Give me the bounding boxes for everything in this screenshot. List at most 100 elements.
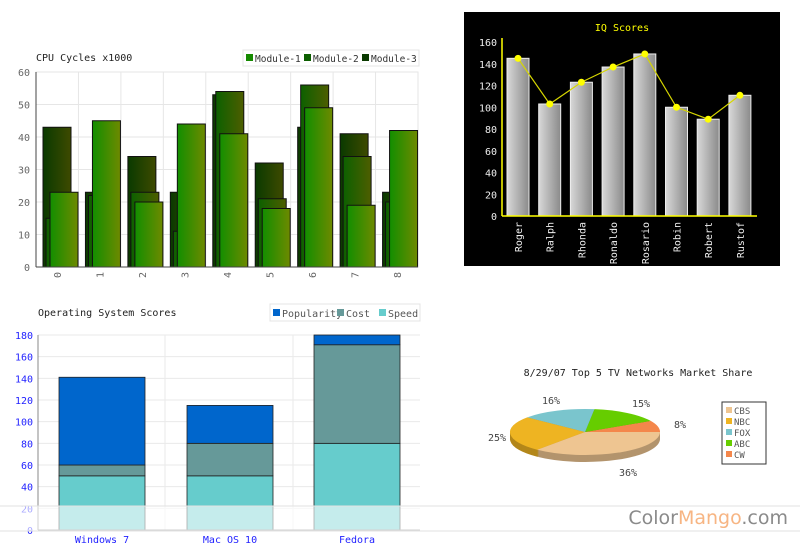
bar-segment-cost-1 [186,442,274,477]
y-tick-label: 160 [479,38,497,49]
slice-label-cw: 8% [674,420,686,431]
x-tick-label: Fedora [339,535,375,546]
watermark: ColorMango.com [628,507,788,529]
legend-swatch [726,440,732,446]
bar-module-1-5 [261,208,291,268]
legend-box [269,303,421,322]
line-point-robert [704,115,712,123]
legend-label: Speed [388,309,418,320]
line-point-rhonda [577,78,585,86]
x-tick-label: Rustof [736,222,747,258]
y-tick-label: 20 [485,190,497,201]
legend-label: NBC [734,418,750,428]
bar-module-1-8 [389,130,419,268]
y-tick-label: 40 [18,133,30,144]
bar-ronaldo [601,66,625,217]
y-tick-label: 0 [491,212,497,223]
line-point-ronaldo [609,63,617,71]
legend-label: Popularity [282,309,342,320]
bar-segment-popularity-2 [313,334,401,346]
y-tick-label: 120 [479,82,497,93]
slice-label-fox: 16% [542,396,560,407]
bar-segment-cost-2 [313,344,401,444]
bar-ralph [538,103,562,217]
y-tick-label: 100 [15,418,33,429]
bar-module-1-2 [134,201,164,268]
watermark-text: Color [628,507,678,529]
x-tick-label: 6 [308,272,319,278]
x-tick-label: Robert [704,222,715,258]
x-tick-label: 1 [96,272,107,278]
bar-module-1-7 [346,204,376,268]
bar-rosario [633,53,657,217]
bar-rhonda [569,81,593,217]
slice-label-abc: 15% [632,399,650,410]
legend-swatch [726,418,732,424]
chart-title: IQ Scores [595,23,649,34]
bar-module-1-3 [176,123,206,268]
bar-module-1-6 [304,107,334,268]
legend-label: FOX [734,429,751,439]
legend-label: CW [734,451,745,461]
legend-label: CBS [734,407,750,417]
x-tick-label: 2 [138,272,149,278]
chart-title: CPU Cycles x1000 [36,53,132,64]
legend-swatch [337,309,344,316]
y-tick-label: 40 [485,169,497,180]
x-tick-label: Ralph [546,222,557,252]
bar-robert [696,118,720,217]
legend-swatch [304,54,311,61]
y-tick-label: 30 [18,166,30,177]
slice-label-nbc: 25% [488,433,506,444]
chart-title: 8/29/07 Top 5 TV Networks Market Share [524,368,753,379]
y-tick-label: 80 [485,125,497,136]
x-tick-label: 7 [350,272,361,278]
y-tick-label: 50 [18,101,30,112]
x-tick-label: Mac OS 10 [203,535,257,546]
x-tick-label: Rhonda [577,222,588,258]
y-tick-label: 140 [479,60,497,71]
bar-module-1-1 [91,120,121,268]
x-tick-label: 4 [223,272,234,278]
slice-cbs [537,432,660,455]
legend-swatch [726,407,732,413]
cpu-chart: CPU Cycles x1000 Module-1 Module-2 Module-3… [18,49,420,278]
chart-title: Operating System Scores [38,308,176,319]
legend-label: Module-3 [371,54,417,65]
legend-box [242,49,420,67]
line-point-rustof [736,91,744,99]
slice-nbc [509,417,585,450]
slice-fox [527,409,595,432]
line-series [517,53,741,120]
legend-label: Cost [346,309,370,320]
slice-cw [585,420,660,432]
legend-label: Module-1 [255,54,301,65]
tv-pie-chart: 8/29/07 Top 5 TV Networks Market Share 36… [488,368,767,479]
legend-label: ABC [734,440,750,450]
line-point-ralph [546,100,554,108]
y-tick-label: 40 [21,483,33,494]
legend-swatch [726,451,732,457]
y-tick-label: 10 [18,231,30,242]
line-point-robin [673,103,680,111]
x-tick-label: Roger [514,222,525,252]
y-tick-label: 160 [15,353,33,364]
x-tick-label: 5 [265,272,276,278]
line-point-rosario [641,50,649,58]
bar-roger [506,57,530,217]
x-tick-label: 8 [393,272,404,278]
y-tick-label: 80 [21,439,33,450]
x-tick-label: Ronaldo [609,222,620,264]
watermark-text: .com [741,507,788,529]
legend-label: Module-2 [313,54,359,65]
bar-module-1-0 [49,191,79,268]
bar-segment-popularity-0 [58,376,146,466]
slice-label-cbs: 36% [619,468,637,479]
iq-chart: IQ Scores 0 20 40 60 80 100 120 140 160 Roger Ralph… [464,12,780,266]
watermark-text: Mango [677,507,742,529]
legend-swatch [246,54,253,61]
y-tick-label: 60 [485,147,497,158]
y-tick-label: 140 [15,374,33,385]
x-tick-label: 0 [53,272,64,278]
